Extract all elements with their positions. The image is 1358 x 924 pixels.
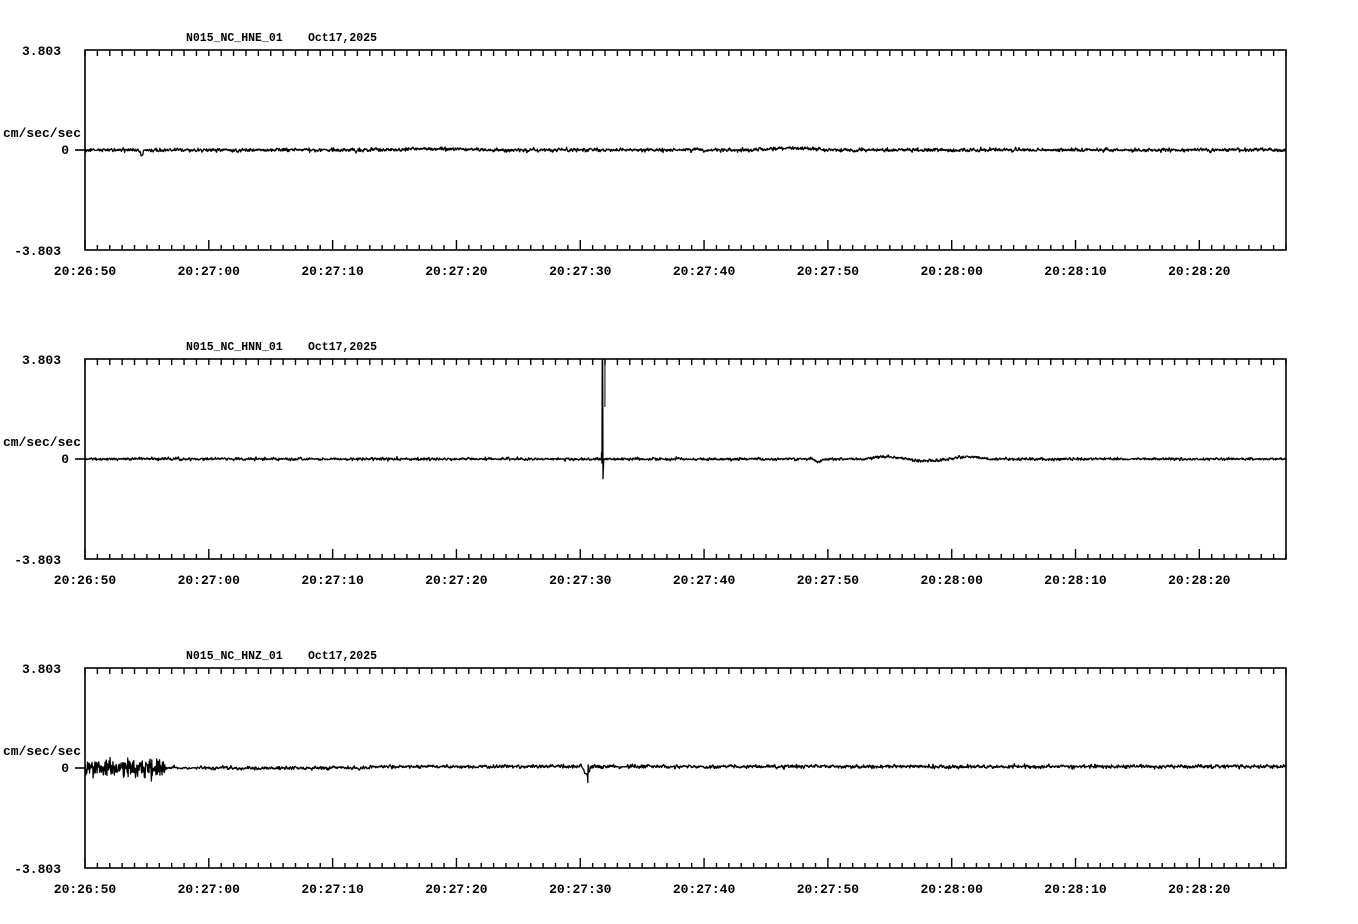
svg-text:N015_NC_HNZ_01: N015_NC_HNZ_01 — [186, 650, 283, 663]
svg-text:0: 0 — [61, 761, 69, 776]
svg-text:20:27:30: 20:27:30 — [549, 264, 612, 279]
svg-text:20:27:00: 20:27:00 — [178, 573, 241, 588]
svg-text:N015_NC_HNE_01: N015_NC_HNE_01 — [186, 32, 283, 45]
svg-text:-3.803: -3.803 — [14, 862, 61, 877]
svg-text:3.803: 3.803 — [22, 353, 61, 368]
svg-text:20:28:20: 20:28:20 — [1168, 882, 1231, 897]
svg-text:20:28:10: 20:28:10 — [1044, 573, 1107, 588]
svg-text:3.803: 3.803 — [22, 662, 61, 677]
svg-text:20:27:50: 20:27:50 — [797, 882, 860, 897]
svg-text:20:27:20: 20:27:20 — [425, 882, 488, 897]
svg-text:Oct17,2025: Oct17,2025 — [308, 341, 377, 354]
svg-text:3.803: 3.803 — [22, 44, 61, 59]
svg-text:Oct17,2025: Oct17,2025 — [308, 650, 377, 663]
svg-text:0: 0 — [61, 143, 69, 158]
svg-text:20:28:20: 20:28:20 — [1168, 573, 1231, 588]
svg-text:20:27:30: 20:27:30 — [549, 882, 612, 897]
svg-text:-3.803: -3.803 — [14, 244, 61, 259]
svg-text:20:27:50: 20:27:50 — [797, 264, 860, 279]
svg-text:20:28:20: 20:28:20 — [1168, 264, 1231, 279]
svg-text:20:27:00: 20:27:00 — [178, 264, 241, 279]
svg-text:20:27:20: 20:27:20 — [425, 264, 488, 279]
svg-text:cm/sec/sec: cm/sec/sec — [3, 435, 81, 450]
svg-text:-3.803: -3.803 — [14, 553, 61, 568]
svg-text:20:27:30: 20:27:30 — [549, 573, 612, 588]
svg-text:0: 0 — [61, 452, 69, 467]
svg-text:20:27:40: 20:27:40 — [673, 264, 736, 279]
svg-text:cm/sec/sec: cm/sec/sec — [3, 126, 81, 141]
svg-text:20:28:10: 20:28:10 — [1044, 882, 1107, 897]
svg-text:20:26:50: 20:26:50 — [54, 573, 117, 588]
svg-text:20:28:10: 20:28:10 — [1044, 264, 1107, 279]
svg-text:20:26:50: 20:26:50 — [54, 882, 117, 897]
svg-text:cm/sec/sec: cm/sec/sec — [3, 744, 81, 759]
svg-text:20:27:20: 20:27:20 — [425, 573, 488, 588]
svg-text:20:26:50: 20:26:50 — [54, 264, 117, 279]
svg-text:20:28:00: 20:28:00 — [920, 264, 983, 279]
svg-text:20:27:40: 20:27:40 — [673, 573, 736, 588]
svg-text:20:27:50: 20:27:50 — [797, 573, 860, 588]
svg-text:20:27:10: 20:27:10 — [301, 264, 364, 279]
svg-text:Oct17,2025: Oct17,2025 — [308, 32, 377, 45]
svg-text:20:27:40: 20:27:40 — [673, 882, 736, 897]
svg-text:N015_NC_HNN_01: N015_NC_HNN_01 — [186, 341, 283, 354]
svg-text:20:27:00: 20:27:00 — [178, 882, 241, 897]
svg-text:20:27:10: 20:27:10 — [301, 882, 364, 897]
svg-text:20:28:00: 20:28:00 — [920, 573, 983, 588]
svg-text:20:28:00: 20:28:00 — [920, 882, 983, 897]
svg-text:20:27:10: 20:27:10 — [301, 573, 364, 588]
